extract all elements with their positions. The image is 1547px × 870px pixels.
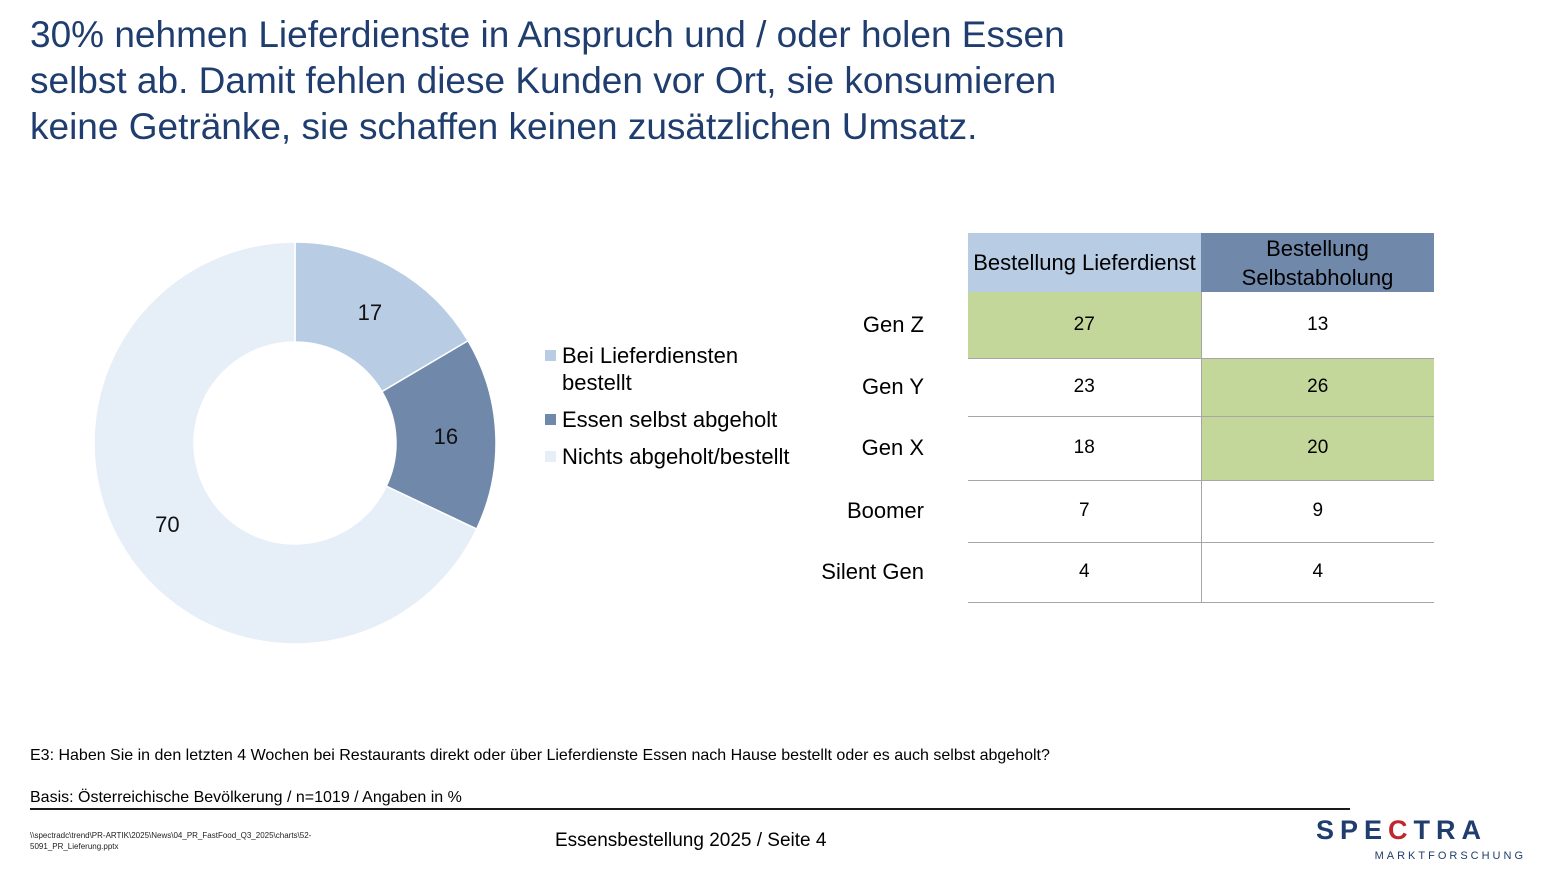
table-cell: 9 xyxy=(1200,480,1434,543)
question-footnote: E3: Haben Sie in den letzten 4 Wochen be… xyxy=(30,747,1050,764)
table-row: Gen Y 23 26 xyxy=(800,358,1434,417)
page-footer: Essensbestellung 2025 / Seite 4 xyxy=(555,830,827,851)
row-label: Gen Y xyxy=(862,374,924,399)
footer-divider xyxy=(30,808,1350,810)
table-cell: 7 xyxy=(968,480,1201,543)
donut-slice xyxy=(380,339,497,531)
donut-value-label: 70 xyxy=(155,512,179,537)
row-label: Gen X xyxy=(861,435,924,460)
column-header-selbstabholung: Bestellung Selbstabholung xyxy=(1201,233,1434,292)
donut-slice xyxy=(294,241,470,393)
donut-slice xyxy=(93,241,478,645)
legend-item: Essen selbst abgeholt xyxy=(545,406,805,433)
table-header-row: Bestellung Lieferdienst Bestellung Selbs… xyxy=(800,233,1434,292)
table-cell: 13 xyxy=(1200,292,1434,359)
table-cell: 27 xyxy=(968,292,1201,359)
table-cell: 26 xyxy=(1200,358,1434,417)
column-header-lieferdienst: Bestellung Lieferdienst xyxy=(968,233,1201,292)
legend-item: Nichts abgeholt/bestellt xyxy=(545,443,805,470)
legend-swatch xyxy=(545,451,556,462)
logo-part1: SPE xyxy=(1316,815,1389,845)
row-label: Boomer xyxy=(846,498,924,523)
table-row: Silent Gen 4 4 xyxy=(800,542,1434,603)
row-label: Gen Z xyxy=(862,312,924,337)
donut-chart: 17 16 70 xyxy=(93,241,497,645)
table-row: Gen X 18 20 xyxy=(800,416,1434,481)
table-row: Gen Z 27 13 xyxy=(800,292,1434,359)
table-cell: 23 xyxy=(968,358,1201,417)
table-cell: 4 xyxy=(1200,542,1434,603)
legend-label: Bei Lieferdiensten bestellt xyxy=(562,343,739,395)
page-title: 30% nehmen Lieferdienste in Anspruch und… xyxy=(30,14,1065,147)
table-corner xyxy=(800,233,968,292)
table-cell: 20 xyxy=(1200,416,1434,481)
legend-item: Bei Lieferdiensten bestellt xyxy=(545,342,805,396)
legend-label: Essen selbst abgeholt xyxy=(562,407,778,432)
legend-swatch xyxy=(545,414,556,425)
table-cell: 18 xyxy=(968,416,1201,481)
generation-table: Bestellung Lieferdienst Bestellung Selbs… xyxy=(800,233,1434,603)
logo-wordmark: SPECTRA xyxy=(1316,814,1526,846)
spectra-logo: SPECTRA MARKTFORSCHUNG xyxy=(1316,814,1526,862)
table-row: Boomer 7 9 xyxy=(800,480,1434,543)
chart-legend: Bei Lieferdiensten bestellt Essen selbst… xyxy=(545,342,805,480)
legend-label: Nichts abgeholt/bestellt xyxy=(562,444,790,469)
logo-part3: TRA xyxy=(1413,815,1488,845)
basis-note: Basis: Österreichische Bevölkerung / n=1… xyxy=(30,789,462,806)
legend-swatch xyxy=(545,350,556,361)
logo-accent: C xyxy=(1388,815,1414,845)
donut-value-label: 17 xyxy=(358,300,382,325)
donut-value-label: 16 xyxy=(434,424,458,449)
logo-subtitle: MARKTFORSCHUNG xyxy=(1374,850,1526,862)
table-cell: 4 xyxy=(968,542,1201,603)
row-label: Silent Gen xyxy=(821,559,924,584)
file-path: \\spectradc\trend\PR-ARTIK\2025\News\04_… xyxy=(30,831,312,851)
